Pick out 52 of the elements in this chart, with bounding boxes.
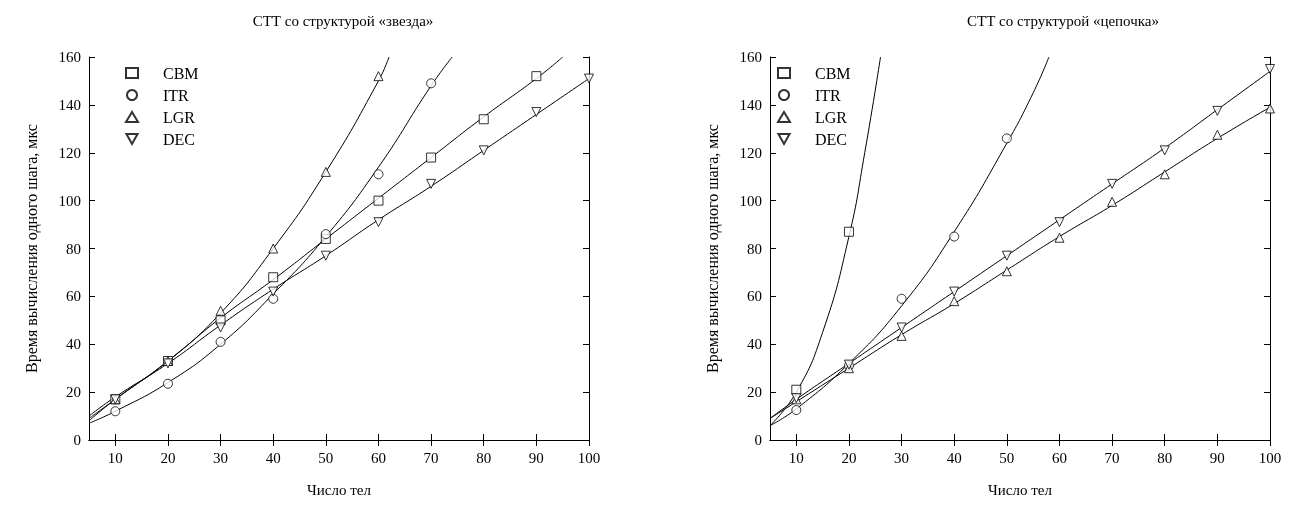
legend-label: CBM bbox=[163, 64, 199, 82]
x-tick-label: 80 bbox=[476, 449, 492, 466]
y-tick-label: 160 bbox=[58, 49, 81, 65]
y-axis-title: Время вычисления одного шага, мкс bbox=[22, 124, 41, 373]
chart-title: СТТ со структурой «цепочка» bbox=[967, 12, 1159, 29]
x-tick-label: 100 bbox=[1258, 449, 1282, 466]
x-tick-label: 10 bbox=[788, 449, 804, 466]
x-tick-label: 60 bbox=[1051, 449, 1067, 466]
x-tick-label: 90 bbox=[1209, 449, 1225, 466]
y-tick-label: 160 bbox=[739, 49, 762, 65]
legend-label: CBM bbox=[815, 64, 851, 82]
legend-label: DEC bbox=[815, 130, 847, 148]
legend-label: LGR bbox=[163, 108, 196, 126]
y-tick-label: 140 bbox=[739, 96, 762, 113]
x-tick-label: 70 bbox=[1104, 449, 1120, 466]
x-tick-label: 30 bbox=[894, 449, 910, 466]
x-tick-label: 10 bbox=[107, 449, 123, 466]
x-tick-label: 90 bbox=[528, 449, 544, 466]
x-tick-label: 80 bbox=[1157, 449, 1173, 466]
y-tick-label: 20 bbox=[66, 384, 81, 401]
y-tick-label: 100 bbox=[739, 192, 762, 209]
x-tick-label: 30 bbox=[213, 449, 229, 466]
x-tick-label: 40 bbox=[265, 449, 281, 466]
x-tick-label: 100 bbox=[577, 449, 601, 466]
x-tick-label: 20 bbox=[160, 449, 176, 466]
y-tick-label: 120 bbox=[739, 144, 762, 161]
y-tick-label: 80 bbox=[747, 240, 762, 257]
x-tick-label: 40 bbox=[946, 449, 962, 466]
y-tick-label: 80 bbox=[66, 240, 81, 257]
legend-label: ITR bbox=[815, 86, 842, 104]
y-tick-label: 40 bbox=[747, 336, 762, 353]
y-axis-title: Время вычисления одного шага, мкс bbox=[703, 124, 722, 373]
x-tick-label: 50 bbox=[999, 449, 1015, 466]
y-tick-label: 60 bbox=[747, 288, 762, 305]
y-tick-label: 20 bbox=[747, 384, 762, 401]
x-tick-label: 20 bbox=[841, 449, 857, 466]
x-tick-label: 70 bbox=[423, 449, 439, 466]
y-tick-label: 60 bbox=[66, 288, 81, 305]
x-tick-label: 50 bbox=[318, 449, 334, 466]
y-tick-label: 0 bbox=[73, 432, 81, 448]
y-tick-label: 40 bbox=[66, 336, 81, 353]
legend-label: ITR bbox=[163, 86, 190, 104]
y-tick-label: 0 bbox=[754, 432, 762, 448]
y-tick-label: 120 bbox=[58, 144, 81, 161]
legend-label: LGR bbox=[815, 108, 848, 126]
y-tick-label: 140 bbox=[58, 96, 81, 113]
x-axis-title: Число тел bbox=[307, 481, 372, 498]
chart-title: СТТ со структурой «звезда» bbox=[252, 12, 434, 29]
y-tick-label: 100 bbox=[58, 192, 81, 209]
x-tick-label: 60 bbox=[370, 449, 386, 466]
legend-label: DEC bbox=[163, 130, 195, 148]
x-axis-title: Число тел bbox=[988, 481, 1053, 498]
